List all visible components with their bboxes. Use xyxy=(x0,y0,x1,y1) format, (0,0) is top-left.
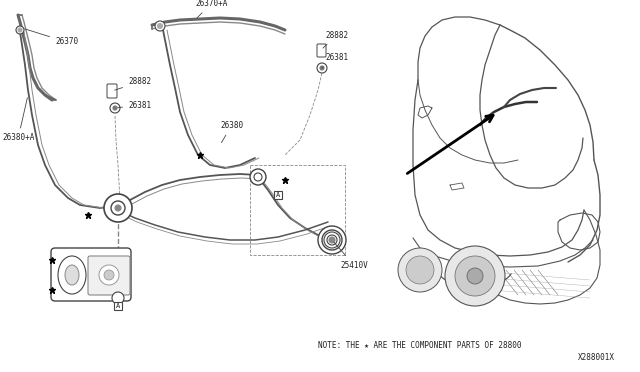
Circle shape xyxy=(157,23,163,29)
Circle shape xyxy=(110,103,120,113)
Circle shape xyxy=(324,232,340,248)
Circle shape xyxy=(250,169,266,185)
Text: NOTE: THE ★ ARE THE COMPONENT PARTS OF 28800: NOTE: THE ★ ARE THE COMPONENT PARTS OF 2… xyxy=(318,340,522,350)
Text: A: A xyxy=(116,303,120,309)
Circle shape xyxy=(155,21,165,31)
Text: 25410V: 25410V xyxy=(334,242,368,269)
Circle shape xyxy=(322,230,342,250)
Circle shape xyxy=(112,292,124,304)
Circle shape xyxy=(104,194,132,222)
Circle shape xyxy=(455,256,495,296)
Circle shape xyxy=(104,270,114,280)
Circle shape xyxy=(115,205,121,211)
Circle shape xyxy=(99,265,119,285)
Circle shape xyxy=(318,226,346,254)
Text: A: A xyxy=(276,192,280,198)
Circle shape xyxy=(329,237,335,243)
Ellipse shape xyxy=(58,256,86,294)
FancyBboxPatch shape xyxy=(317,44,326,57)
Text: X288001X: X288001X xyxy=(578,353,615,362)
FancyBboxPatch shape xyxy=(51,248,131,301)
Text: 26380+A: 26380+A xyxy=(2,98,35,142)
Ellipse shape xyxy=(65,265,79,285)
Circle shape xyxy=(467,268,483,284)
FancyBboxPatch shape xyxy=(88,256,130,295)
Circle shape xyxy=(398,248,442,292)
Text: 26381: 26381 xyxy=(322,54,348,68)
Text: 26370: 26370 xyxy=(25,29,78,46)
Circle shape xyxy=(18,28,22,32)
Circle shape xyxy=(327,235,337,245)
Circle shape xyxy=(254,173,262,181)
Circle shape xyxy=(16,26,24,34)
FancyBboxPatch shape xyxy=(107,84,117,98)
Text: 26370+A: 26370+A xyxy=(195,0,227,18)
Circle shape xyxy=(317,63,327,73)
Circle shape xyxy=(406,256,434,284)
Text: 26381: 26381 xyxy=(118,100,151,109)
Circle shape xyxy=(445,246,505,306)
Text: 28882: 28882 xyxy=(323,31,348,48)
Circle shape xyxy=(320,66,324,70)
Circle shape xyxy=(113,106,117,110)
Circle shape xyxy=(111,201,125,215)
Text: 26380: 26380 xyxy=(220,121,243,142)
Text: 28882: 28882 xyxy=(115,77,151,90)
